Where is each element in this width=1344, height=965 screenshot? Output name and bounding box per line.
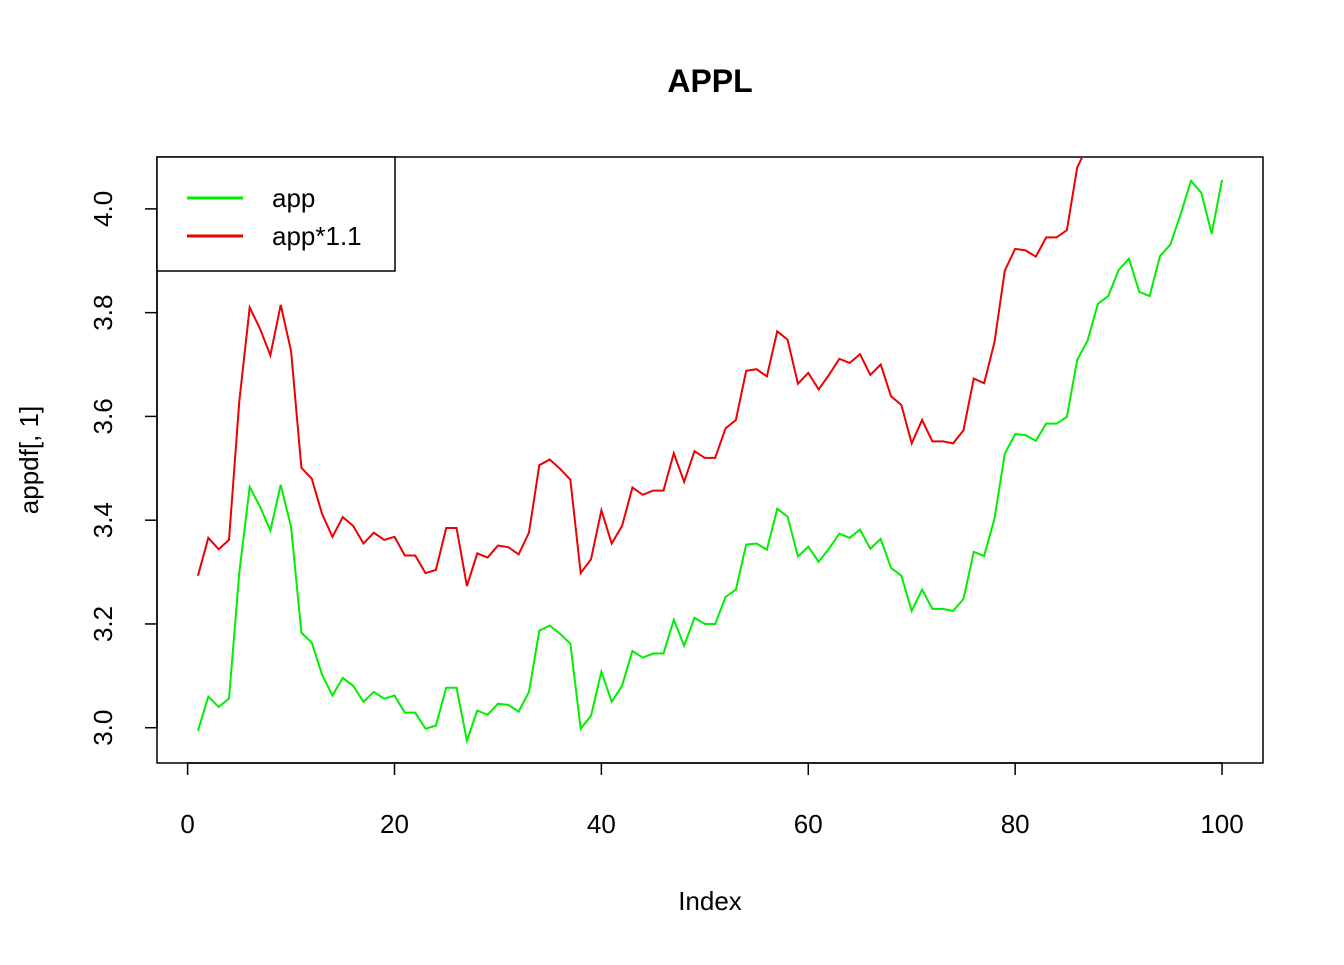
x-tick-label: 0 <box>180 809 194 839</box>
legend-box <box>156 156 396 272</box>
x-tick-label: 40 <box>587 809 616 839</box>
x-tick-label: 100 <box>1200 809 1243 839</box>
chart-title: APPL <box>667 63 752 99</box>
plot-area <box>196 157 1224 745</box>
x-tick-label: 20 <box>380 809 409 839</box>
series-line <box>196 157 1084 587</box>
legend-label: app <box>272 183 315 213</box>
y-tick-label: 4.0 <box>88 191 118 227</box>
y-tick-label: 3.2 <box>88 606 118 642</box>
y-tick-label: 3.4 <box>88 502 118 538</box>
y-tick-label: 3.0 <box>88 710 118 746</box>
x-axis-label: Index <box>678 886 742 916</box>
y-tick-label: 3.6 <box>88 398 118 434</box>
y-tick-label: 3.8 <box>88 295 118 331</box>
legend-label: app*1.1 <box>272 221 362 251</box>
y-axis-label: appdf[, 1] <box>14 406 44 514</box>
series-line <box>197 178 1224 745</box>
x-tick-label: 80 <box>1001 809 1030 839</box>
x-tick-label: 60 <box>794 809 823 839</box>
